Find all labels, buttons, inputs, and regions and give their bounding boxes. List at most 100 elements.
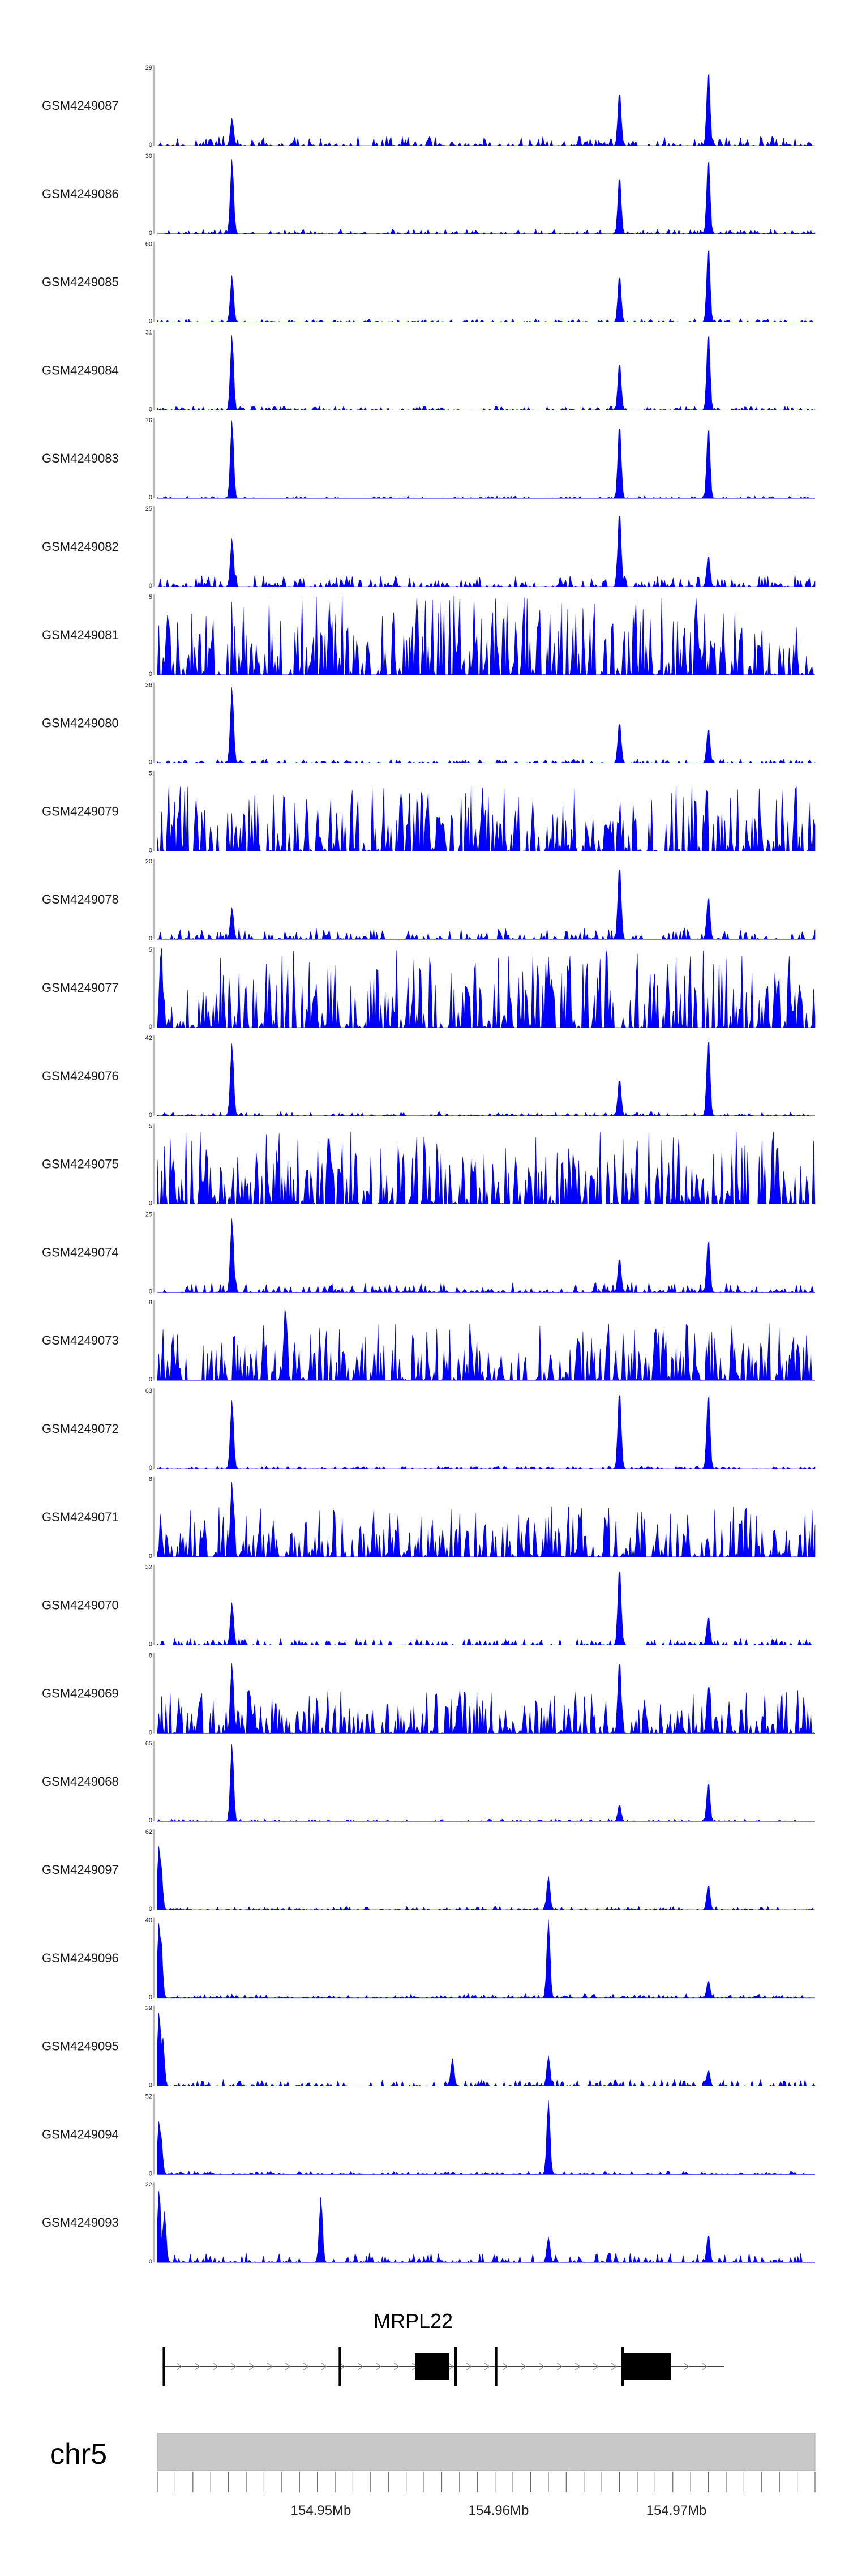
y-min-label: 0: [149, 2170, 152, 2177]
chromosome-bar: [157, 2433, 816, 2471]
signal-area: [157, 1394, 816, 1469]
track-GSM4249079: GSM4249079 5 0: [42, 770, 816, 854]
y-min-label: 0: [149, 847, 152, 854]
y-min-label: 0: [149, 2082, 152, 2089]
signal-area: [157, 687, 816, 764]
strand-arrow: [466, 2363, 472, 2370]
track-GSM4249078: GSM4249078 20 0: [42, 858, 816, 942]
strand-arrow: [249, 2363, 255, 2370]
signal-area: [157, 73, 815, 147]
y-min-label: 0: [149, 759, 152, 766]
signal-area: [157, 1041, 815, 1116]
track-label: GSM4249069: [42, 1686, 119, 1700]
exon-line: [338, 2347, 341, 2386]
y-min-label: 0: [149, 1288, 152, 1295]
y-max-label: 29: [145, 2005, 152, 2012]
signal-area: [157, 515, 816, 588]
y-min-label: 0: [149, 1994, 152, 2001]
signal-area: [157, 2100, 816, 2175]
track-label: GSM4249096: [42, 1951, 119, 1965]
axis-tick-label: 154.95Mb: [291, 2503, 351, 2518]
strand-arrow: [611, 2363, 617, 2370]
signal-area: [157, 249, 815, 323]
track-GSM4249082: GSM4249082 25 0: [42, 506, 816, 589]
y-min-label: 0: [149, 1553, 152, 1560]
y-max-label: 63: [145, 1388, 152, 1394]
strand-arrow: [267, 2363, 273, 2370]
track-GSM4249097: GSM4249097 62 0: [42, 1829, 815, 1912]
strand-arrow: [231, 2363, 237, 2370]
strand-arrow: [448, 2363, 454, 2370]
track-label: GSM4249070: [42, 1598, 119, 1612]
signal-area: [157, 420, 816, 499]
track-GSM4249085: GSM4249085 60 0: [42, 241, 815, 325]
strand-arrow: [177, 2363, 182, 2370]
signal-area: [157, 2013, 816, 2087]
y-min-label: 0: [149, 935, 152, 942]
exon-block: [415, 2353, 449, 2380]
track-label: GSM4249077: [42, 981, 119, 995]
track-GSM4249094: GSM4249094 52 0: [42, 2093, 816, 2177]
strand-arrow: [303, 2363, 309, 2370]
y-min-label: 0: [149, 1024, 152, 1030]
track-GSM4249070: GSM4249070 32 0: [42, 1564, 816, 1648]
y-min-label: 0: [149, 1817, 152, 1824]
signal-area: [157, 2190, 816, 2263]
exon-line: [621, 2347, 624, 2386]
track-GSM4249083: GSM4249083 76 0: [42, 417, 816, 501]
strand-arrow: [575, 2363, 581, 2370]
track-GSM4249087: GSM4249087 29 0: [42, 65, 815, 148]
strand-arrow: [503, 2363, 508, 2370]
track-label: GSM4249097: [42, 1863, 119, 1877]
strand-arrow: [684, 2363, 689, 2370]
axis-tick-label: 154.96Mb: [469, 2503, 529, 2518]
exon-line: [454, 2347, 457, 2386]
track-label: GSM4249086: [42, 187, 119, 201]
y-max-label: 52: [145, 2093, 152, 2100]
y-min-label: 0: [149, 142, 152, 148]
y-max-label: 5: [149, 947, 152, 953]
track-GSM4249080: GSM4249080 36 0: [42, 682, 816, 766]
exon-line: [495, 2347, 498, 2386]
y-max-label: 32: [145, 1564, 152, 1571]
track-GSM4249096: GSM4249096 40 0: [42, 1917, 815, 2001]
y-max-label: 5: [149, 770, 152, 777]
track-GSM4249084: GSM4249084 31 0: [42, 329, 816, 413]
strand-arrow: [557, 2363, 563, 2370]
strand-arrow: [321, 2363, 327, 2370]
track-GSM4249081: GSM4249081 5 0: [42, 594, 815, 678]
track-GSM4249086: GSM4249086 30 0: [42, 153, 816, 237]
track-GSM4249095: GSM4249095 29 0: [42, 2005, 816, 2089]
track-label: GSM4249078: [42, 892, 119, 906]
track-label: GSM4249076: [42, 1069, 119, 1083]
track-GSM4249093: GSM4249093 22 0: [42, 2181, 816, 2265]
track-label: GSM4249082: [42, 540, 119, 554]
y-min-label: 0: [149, 1729, 152, 1736]
track-label: GSM4249085: [42, 275, 119, 289]
track-GSM4249074: GSM4249074 25 0: [42, 1211, 815, 1295]
track-GSM4249069: GSM4249069 8 0: [42, 1652, 816, 1736]
chromosome-label: chr5: [50, 2438, 107, 2471]
track-label: GSM4249071: [42, 1510, 119, 1524]
signal-area: [157, 948, 816, 1029]
y-min-label: 0: [149, 1200, 152, 1207]
signal-tracks: GSM4249087290GSM4249086300GSM4249085600G…: [42, 65, 816, 2265]
y-max-label: 42: [145, 1035, 152, 1042]
signal-area: [157, 1308, 815, 1381]
signal-area: [157, 868, 816, 940]
signal-area: [157, 335, 816, 411]
gene-name-label: MRPL22: [374, 2309, 453, 2333]
track-GSM4249075: GSM4249075 5 0: [42, 1123, 816, 1207]
track-GSM4249076: GSM4249076 42 0: [42, 1035, 815, 1119]
gene-track: MRPL22: [162, 2309, 724, 2386]
strand-arrow: [539, 2363, 544, 2370]
y-max-label: 5: [149, 1123, 152, 1130]
track-label: GSM4249081: [42, 628, 119, 642]
track-label: GSM4249074: [42, 1245, 119, 1259]
signal-area: [157, 786, 816, 852]
track-label: GSM4249093: [42, 2215, 119, 2230]
y-max-label: 8: [149, 1476, 152, 1483]
signal-area: [157, 1919, 815, 1999]
exon-block: [624, 2353, 671, 2380]
